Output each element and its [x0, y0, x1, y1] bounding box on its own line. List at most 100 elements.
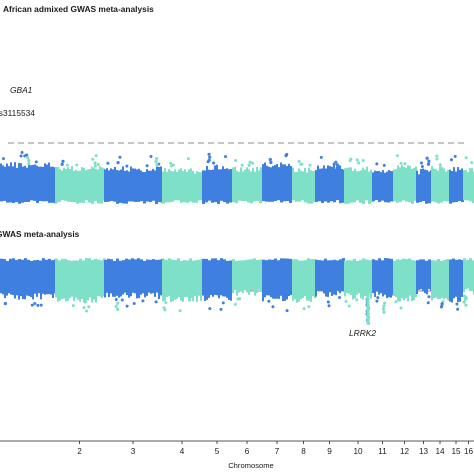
- bottom-edge-point: [18, 292, 20, 300]
- top-snp-point: [399, 161, 403, 165]
- top-edge-point: [280, 200, 283, 203]
- x-axis-title: Chromosome: [228, 461, 274, 470]
- bottom-edge-point: [100, 260, 103, 261]
- bottom-edge-point: [212, 293, 214, 297]
- top-edge-point: [125, 200, 128, 204]
- bottom-edge-point: [350, 291, 352, 296]
- top-edge-point: [230, 169, 232, 172]
- top-peak-point: [27, 158, 31, 163]
- bottom-edge-point: [396, 259, 399, 261]
- bottom-band-chr-6: [232, 261, 262, 290]
- bottom-edge-point: [36, 259, 39, 261]
- bottom-edge-point: [399, 294, 401, 302]
- bottom-edge-point: [55, 294, 57, 298]
- top-edge-point: [16, 167, 18, 170]
- bottom-edge-point: [45, 259, 48, 261]
- bottom-edge-point: [194, 294, 196, 296]
- bottom-edge-point: [304, 260, 307, 261]
- top-edge-point: [57, 166, 59, 173]
- top-edge-point: [87, 169, 89, 173]
- bottom-snp-point: [85, 309, 89, 313]
- top-edge-point: [431, 165, 433, 173]
- bottom-snp-point: [375, 299, 379, 303]
- bottom-edge-point: [266, 293, 268, 296]
- bottom-edge-point: [288, 293, 290, 297]
- top-edge-point: [217, 200, 220, 204]
- top-edge-point: [65, 169, 67, 173]
- top-edge-point: [250, 171, 252, 174]
- top-snp-point: [75, 163, 79, 167]
- bottom-edge-point: [278, 293, 280, 299]
- top-edge-point: [469, 167, 471, 174]
- bottom-edge-point: [366, 291, 368, 297]
- top-edge-point: [344, 200, 347, 204]
- bottom-peak-point: [116, 307, 120, 311]
- top-snp-point: [234, 159, 238, 163]
- top-edge-point: [220, 169, 222, 172]
- bottom-edge-point: [208, 260, 211, 261]
- bottom-edge-point: [136, 291, 138, 299]
- bottom-edge-point: [186, 260, 189, 261]
- bottom-edge-point: [140, 259, 143, 261]
- bottom-snp-point: [326, 300, 330, 304]
- top-edge-point: [32, 164, 34, 170]
- top-snp-point: [319, 155, 323, 159]
- bottom-edge-point: [439, 293, 441, 299]
- top-edge-point: [150, 170, 152, 174]
- top-edge-point: [455, 171, 457, 174]
- top-edge-point: [12, 166, 14, 170]
- top-edge-point: [99, 166, 101, 173]
- top-peak-point: [61, 159, 65, 163]
- bottom-edge-point: [449, 259, 452, 261]
- top-band-chr-14: [431, 171, 449, 200]
- top-edge-point: [143, 200, 146, 204]
- bottom-edge-point: [244, 288, 246, 291]
- bottom-edge-point: [384, 258, 387, 261]
- bottom-edge-point: [390, 290, 392, 298]
- top-snp-point: [1, 157, 5, 161]
- top-edge-point: [131, 200, 134, 202]
- top-edge-point: [268, 200, 271, 202]
- bottom-edge-point: [24, 258, 27, 261]
- top-edge-point: [288, 163, 290, 170]
- top-edge-point: [208, 169, 210, 172]
- x-tick-label-chr-7: 7: [275, 447, 280, 456]
- top-edge-point: [122, 200, 125, 204]
- bottom-gene-label: LRRK2: [349, 328, 376, 338]
- bottom-edge-point: [97, 259, 100, 261]
- top-edge-point: [107, 200, 110, 202]
- top-edge-point: [171, 200, 174, 202]
- top-edge-point: [352, 170, 354, 174]
- top-edge-point: [224, 168, 226, 172]
- top-edge-point: [202, 170, 204, 172]
- x-axis: 2 3 4 5 6 7 8 9 10 11 12 13 14 15 16 Chromosome: [0, 440, 474, 470]
- top-band-chr-5: [202, 170, 232, 200]
- top-edge-point: [292, 167, 294, 175]
- top-edge-point: [137, 200, 140, 202]
- bottom-edge-point: [240, 288, 242, 292]
- bottom-band-chr-3: [104, 261, 162, 293]
- bottom-edge-point: [155, 259, 158, 261]
- bottom-edge-point: [91, 260, 94, 261]
- bottom-edge-point: [48, 258, 51, 261]
- bottom-edge-point: [283, 258, 286, 261]
- bottom-band-chr-8: [292, 261, 315, 296]
- bottom-edge-point: [284, 293, 286, 301]
- bottom-edge-point: [250, 288, 252, 291]
- bottom-edge-point: [426, 287, 428, 295]
- top-edge-point: [317, 165, 319, 172]
- bottom-edge-point: [333, 259, 336, 261]
- top-edge-point: [254, 171, 256, 174]
- top-band-chr-13: [416, 174, 431, 200]
- bottom-edge-point: [103, 258, 106, 261]
- top-edge-point: [270, 167, 272, 170]
- bottom-edge-point: [416, 287, 418, 294]
- bottom-snp-point: [394, 300, 398, 304]
- top-edge-point: [364, 169, 366, 174]
- top-edge-point: [319, 168, 321, 172]
- bottom-snp-point: [208, 307, 212, 311]
- bottom-edge-point: [61, 294, 63, 300]
- top-edge-point: [413, 167, 415, 172]
- bottom-snp-point: [236, 297, 240, 301]
- bottom-edge-point: [228, 293, 230, 300]
